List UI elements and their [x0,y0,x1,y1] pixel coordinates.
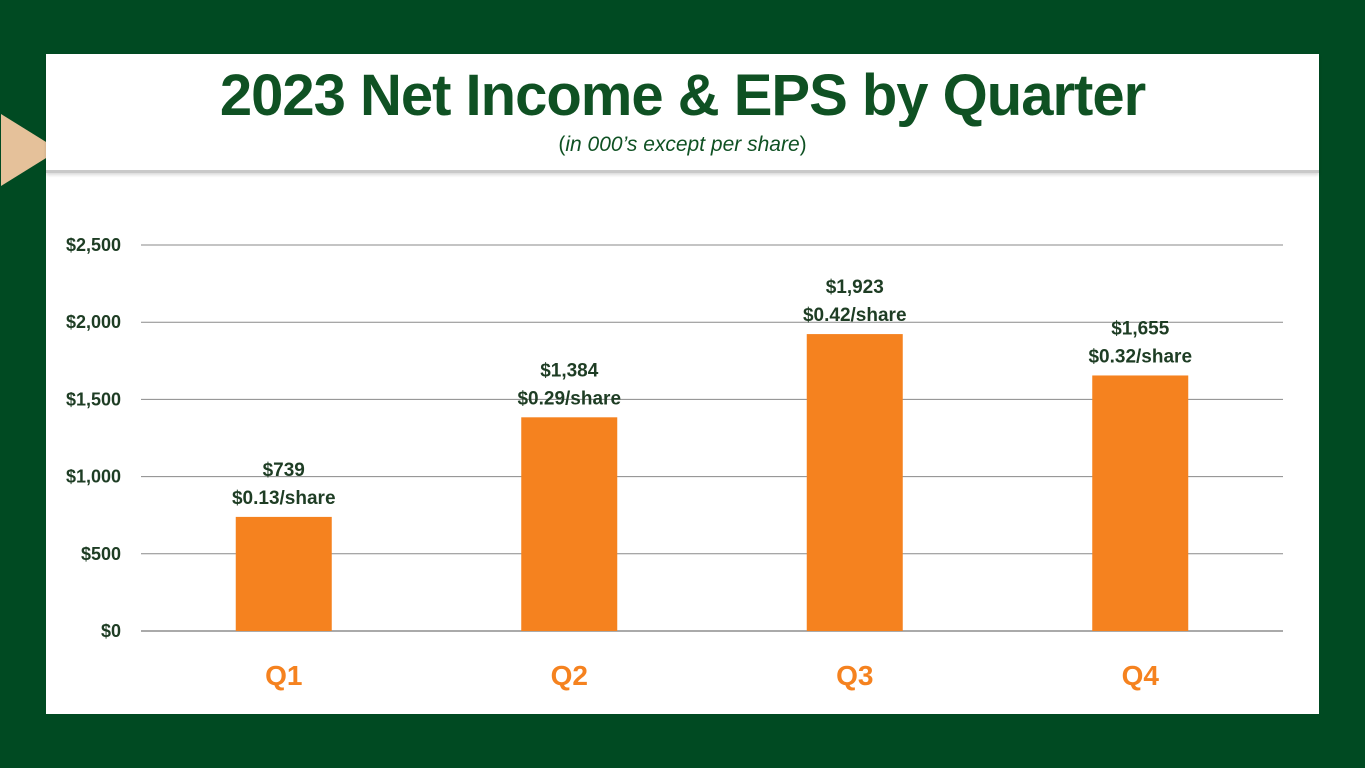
bar-q3 [806,334,903,631]
x-tick-label: Q2 [551,660,588,691]
data-label-value: $1,655 [1111,318,1170,339]
bar-chart: $0 $500 $1,000 $1,500 $2,000 $2,500 $739 $0.13… [66,235,1283,691]
page-title: 2023 Net Income & EPS by Quarter [219,63,1146,128]
slide-panel: 2023 Net Income & EPS by Quarter (in 000… [46,54,1319,714]
data-label-value: $1,384 [540,360,599,381]
data-label-eps: $0.13/share [232,488,336,509]
x-tick-label: Q4 [1122,660,1160,691]
data-label-eps: $0.32/share [1088,346,1192,367]
data-label-eps: $0.42/share [803,305,907,326]
data-label-value: $1,923 [826,277,884,298]
chart-data-labels: $739 $0.13/share $1,384 $0.29/share $1,923 $0… [232,277,1192,509]
data-label-eps: $0.29/share [517,388,621,409]
y-tick-label: $0 [101,621,121,641]
x-tick-label: Q1 [265,660,302,691]
y-axis: $0 $500 $1,000 $1,500 $2,000 $2,500 [66,235,121,641]
y-tick-label: $500 [81,544,121,564]
data-label-value: $739 [263,460,305,481]
bar-q2 [521,417,618,631]
x-tick-label: Q3 [836,660,873,691]
subtitle-close: ) [799,133,807,156]
x-axis: Q1 Q2 Q3 Q4 [265,660,1159,691]
subtitle-text: in 000’s except per share [565,133,800,156]
bar-q1 [235,516,332,631]
y-tick-label: $1,000 [66,467,121,487]
subtitle-open: ( [558,133,566,156]
y-tick-label: $2,000 [66,312,121,332]
y-tick-label: $2,500 [66,235,121,255]
chart-bars [235,334,1189,631]
y-tick-label: $1,500 [66,389,121,409]
bar-q4 [1092,375,1189,631]
page-subtitle: (in 000’s except per share) [46,132,1319,158]
slide-header: 2023 Net Income & EPS by Quarter (in 000… [46,54,1319,173]
